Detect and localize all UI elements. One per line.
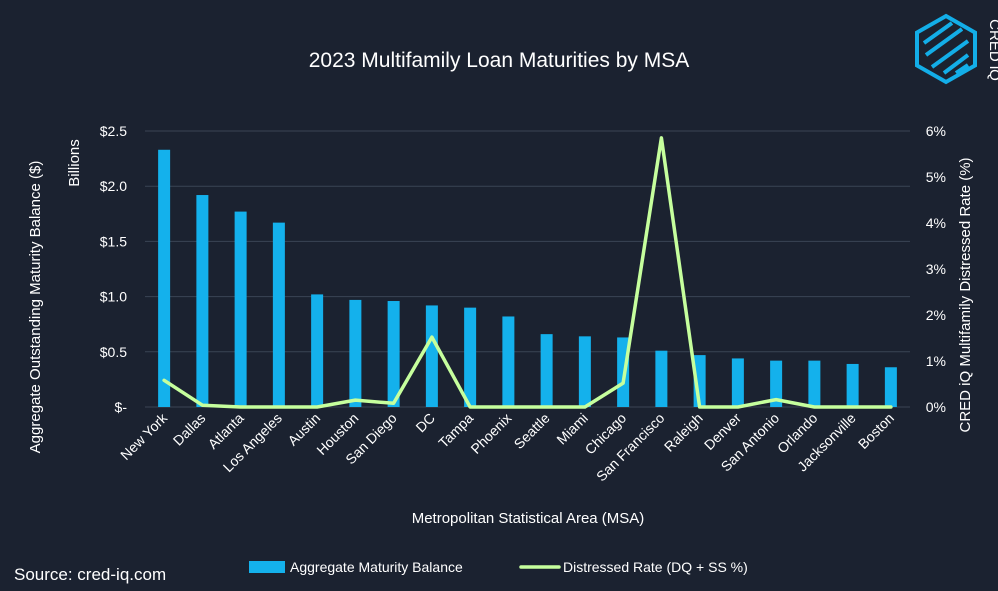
- right-axis-ticks: 0% 1% 2% 3% 4% 5% 6%: [926, 123, 946, 415]
- bar: [578, 336, 591, 407]
- y2-tick-label: 1%: [926, 353, 946, 369]
- y2-tick-label: 0%: [926, 399, 946, 415]
- y2-axis-label: CRED iQ Multifamily Distressed Rate (%): [957, 157, 974, 432]
- y-axis-units: Billions: [66, 139, 83, 187]
- y-tick-label: $1.0: [100, 289, 127, 305]
- bar: [311, 294, 324, 407]
- y2-tick-label: 4%: [926, 215, 946, 231]
- left-axis-ticks: $- $0.5 $1.0 $1.5 $2.0 $2.5: [100, 123, 128, 415]
- y-tick-label: $2.0: [100, 178, 127, 194]
- gridlines: [145, 130, 910, 408]
- legend-line-label: Distressed Rate (DQ + SS %): [563, 559, 748, 575]
- logo-text: CRED iQ: [986, 19, 998, 81]
- x-axis-label: Metropolitan Statistical Area (MSA): [412, 510, 645, 527]
- y-tick-label: $1.5: [100, 233, 127, 249]
- line-series: [162, 136, 893, 409]
- legend: Aggregate Maturity Balance Distressed Ra…: [249, 559, 748, 575]
- bar: [770, 360, 783, 407]
- bar: [464, 307, 477, 407]
- bar: [540, 334, 553, 407]
- y-axis-label: Aggregate Outstanding Maturity Balance (…: [27, 161, 44, 454]
- y2-tick-label: 6%: [926, 123, 946, 139]
- category-label: Boston: [855, 410, 897, 452]
- bar: [272, 222, 285, 407]
- category-label: New York: [117, 409, 171, 463]
- bar: [731, 358, 744, 407]
- bar: [425, 305, 438, 407]
- bar: [234, 211, 247, 407]
- bar: [846, 363, 859, 407]
- bar: [884, 367, 897, 407]
- category-label: DC: [412, 410, 438, 436]
- bar: [158, 149, 171, 407]
- y-tick-label: $2.5: [100, 123, 127, 139]
- y-tick-label: $-: [115, 399, 128, 415]
- category-label: Dallas: [170, 410, 209, 449]
- y2-tick-label: 2%: [926, 307, 946, 323]
- category-label: Seattle: [511, 410, 553, 452]
- category-label: San Francisco: [593, 410, 668, 485]
- bar: [196, 195, 209, 407]
- y2-tick-label: 3%: [926, 261, 946, 277]
- category-label: Raleigh: [661, 410, 706, 455]
- bar-series: [158, 149, 897, 407]
- bar: [808, 360, 821, 407]
- bar: [387, 301, 400, 407]
- bar: [349, 299, 362, 407]
- y-tick-label: $0.5: [100, 344, 127, 360]
- cred-iq-logo-icon: [915, 13, 977, 85]
- source-note: Source: cred-iq.com: [14, 565, 166, 584]
- legend-bar-swatch: [249, 561, 285, 573]
- distressed-rate-line: [162, 136, 893, 409]
- category-label: Phoenix: [467, 410, 514, 457]
- chart-title: 2023 Multifamily Loan Maturities by MSA: [309, 49, 690, 72]
- legend-bar-label: Aggregate Maturity Balance: [290, 559, 463, 575]
- y2-tick-label: 5%: [926, 169, 946, 185]
- bar: [655, 350, 668, 407]
- bar: [502, 316, 515, 407]
